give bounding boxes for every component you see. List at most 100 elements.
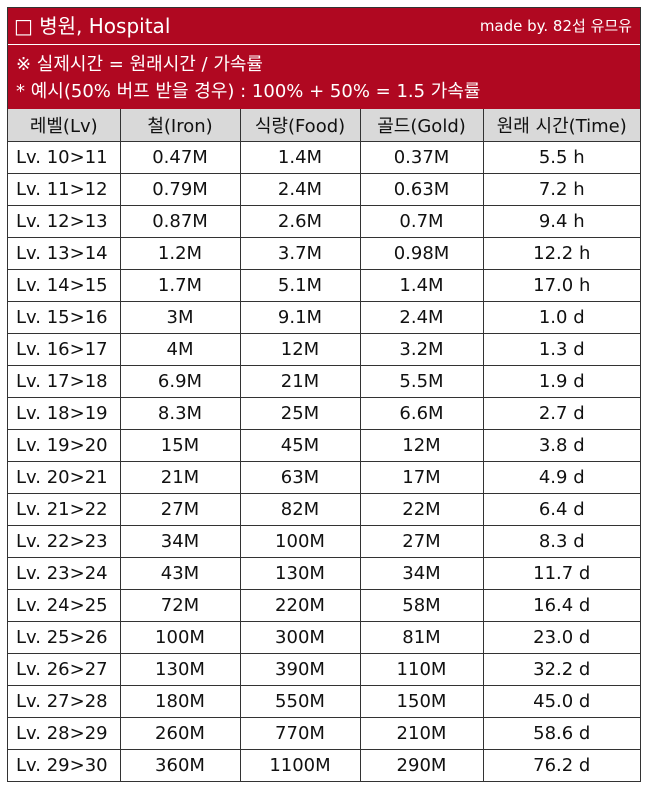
food-cell: 130M — [239, 556, 361, 590]
food-cell: 2.6M — [239, 204, 361, 238]
level-cell: Lv. 21>22 — [8, 492, 121, 526]
table-row: Lv. 24>25 72M 220M 58M 16.4 d — [8, 588, 640, 622]
table-row: Lv. 13>14 1.2M 3.7M 0.98M 12.2 h — [8, 236, 640, 270]
table-row: Lv. 28>29 260M 770M 210M 58.6 d — [8, 716, 640, 750]
table-row: Lv. 18>19 8.3M 25M 6.6M 2.7 d — [8, 396, 640, 430]
level-cell: Lv. 13>14 — [8, 236, 121, 270]
level-cell: Lv. 18>19 — [8, 396, 121, 430]
time-cell: 16.4 d — [482, 588, 640, 622]
upgrade-cost-table: 레벨(Lv) 철(Iron) 식량(Food) 골드(Gold) 원래 시간(T… — [8, 109, 640, 781]
table-row: Lv. 16>17 4M 12M 3.2M 1.3 d — [8, 332, 640, 366]
time-cell: 4.9 d — [482, 460, 640, 494]
iron-cell: 0.79M — [119, 172, 241, 206]
time-cell: 1.9 d — [482, 364, 640, 398]
gold-cell: 0.37M — [359, 140, 484, 174]
food-cell: 9.1M — [239, 300, 361, 334]
food-cell: 3.7M — [239, 236, 361, 270]
table-row: Lv. 25>26 100M 300M 81M 23.0 d — [8, 620, 640, 654]
gold-cell: 17M — [359, 460, 484, 494]
time-cell: 11.7 d — [482, 556, 640, 590]
level-cell: Lv. 11>12 — [8, 172, 121, 206]
table-row: Lv. 14>15 1.7M 5.1M 1.4M 17.0 h — [8, 268, 640, 302]
table-row: Lv. 15>16 3M 9.1M 2.4M 1.0 d — [8, 300, 640, 334]
level-cell: Lv. 28>29 — [8, 716, 121, 750]
time-cell: 17.0 h — [482, 268, 640, 302]
column-header-food: 식량(Food) — [239, 109, 361, 142]
table-row: Lv. 11>12 0.79M 2.4M 0.63M 7.2 h — [8, 172, 640, 206]
food-cell: 100M — [239, 524, 361, 558]
food-cell: 770M — [239, 716, 361, 750]
time-cell: 23.0 d — [482, 620, 640, 654]
iron-cell: 6.9M — [119, 364, 241, 398]
iron-cell: 72M — [119, 588, 241, 622]
table-row: Lv. 22>23 34M 100M 27M 8.3 d — [8, 524, 640, 558]
iron-cell: 130M — [119, 652, 241, 686]
table-row: Lv. 20>21 21M 63M 17M 4.9 d — [8, 460, 640, 494]
food-cell: 63M — [239, 460, 361, 494]
level-cell: Lv. 26>27 — [8, 652, 121, 686]
iron-cell: 43M — [119, 556, 241, 590]
column-header-gold: 골드(Gold) — [359, 109, 484, 142]
column-header-time: 원래 시간(Time) — [482, 109, 640, 142]
gold-cell: 27M — [359, 524, 484, 558]
iron-cell: 360M — [119, 748, 241, 781]
level-cell: Lv. 27>28 — [8, 684, 121, 718]
time-cell: 32.2 d — [482, 652, 640, 686]
iron-cell: 27M — [119, 492, 241, 526]
table-row: Lv. 21>22 27M 82M 22M 6.4 d — [8, 492, 640, 526]
food-cell: 1.4M — [239, 140, 361, 174]
note-example: * 예시(50% 버프 받을 경우) : 100% + 50% = 1.5 가속… — [16, 81, 481, 102]
time-cell: 3.8 d — [482, 428, 640, 462]
gold-cell: 58M — [359, 588, 484, 622]
gold-cell: 81M — [359, 620, 484, 654]
table-row: Lv. 26>27 130M 390M 110M 32.2 d — [8, 652, 640, 686]
table-row: Lv. 10>11 0.47M 1.4M 0.37M 5.5 h — [8, 140, 640, 174]
iron-cell: 21M — [119, 460, 241, 494]
table-row: Lv. 27>28 180M 550M 150M 45.0 d — [8, 684, 640, 718]
level-cell: Lv. 19>20 — [8, 428, 121, 462]
gold-cell: 110M — [359, 652, 484, 686]
iron-cell: 15M — [119, 428, 241, 462]
level-cell: Lv. 15>16 — [8, 300, 121, 334]
level-cell: Lv. 12>13 — [8, 204, 121, 238]
title-bar: □ 병원, Hospital made by. 82섭 유므유 — [8, 8, 640, 45]
level-cell: Lv. 17>18 — [8, 364, 121, 398]
gold-cell: 150M — [359, 684, 484, 718]
column-header-iron: 철(Iron) — [119, 109, 241, 142]
gold-cell: 34M — [359, 556, 484, 590]
food-cell: 2.4M — [239, 172, 361, 206]
gold-cell: 5.5M — [359, 364, 484, 398]
note-formula: ※ 실제시간 = 원래시간 / 가속률 — [16, 54, 263, 75]
time-cell: 12.2 h — [482, 236, 640, 270]
gold-cell: 2.4M — [359, 300, 484, 334]
iron-cell: 180M — [119, 684, 241, 718]
food-cell: 550M — [239, 684, 361, 718]
food-cell: 1100M — [239, 748, 361, 781]
gold-cell: 210M — [359, 716, 484, 750]
level-cell: Lv. 16>17 — [8, 332, 121, 366]
time-cell: 9.4 h — [482, 204, 640, 238]
table-row: Lv. 17>18 6.9M 21M 5.5M 1.9 d — [8, 364, 640, 398]
food-cell: 21M — [239, 364, 361, 398]
time-cell: 5.5 h — [482, 140, 640, 174]
table-row: Lv. 12>13 0.87M 2.6M 0.7M 9.4 h — [8, 204, 640, 238]
time-cell: 7.2 h — [482, 172, 640, 206]
iron-cell: 3M — [119, 300, 241, 334]
gold-cell: 12M — [359, 428, 484, 462]
table-row: Lv. 23>24 43M 130M 34M 11.7 d — [8, 556, 640, 590]
gold-cell: 6.6M — [359, 396, 484, 430]
level-cell: Lv. 29>30 — [8, 748, 121, 781]
table-body: Lv. 10>11 0.47M 1.4M 0.37M 5.5 h Lv. 11>12 0.7… — [8, 140, 640, 781]
food-cell: 300M — [239, 620, 361, 654]
time-cell: 58.6 d — [482, 716, 640, 750]
gold-cell: 1.4M — [359, 268, 484, 302]
page-title: □ 병원, Hospital — [14, 14, 171, 38]
gold-cell: 0.98M — [359, 236, 484, 270]
level-cell: Lv. 23>24 — [8, 556, 121, 590]
hospital-upgrade-sheet: □ 병원, Hospital made by. 82섭 유므유 ※ 실제시간 =… — [7, 7, 641, 782]
level-cell: Lv. 20>21 — [8, 460, 121, 494]
gold-cell: 0.7M — [359, 204, 484, 238]
food-cell: 45M — [239, 428, 361, 462]
time-cell: 76.2 d — [482, 748, 640, 781]
iron-cell: 1.7M — [119, 268, 241, 302]
